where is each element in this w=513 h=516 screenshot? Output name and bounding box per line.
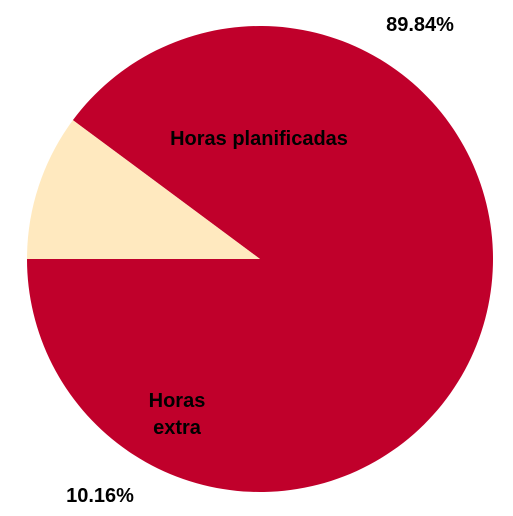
slice-value-horas-extra: 10.16% bbox=[66, 485, 134, 507]
slice-label-horas-extra: Horas extra bbox=[149, 390, 206, 439]
slice-label-horas-planificadas: Horas planificadas bbox=[170, 128, 348, 150]
slice-label-line: Horas bbox=[149, 390, 206, 412]
pie-slices bbox=[27, 26, 493, 493]
pie-slice-horas-planificadas bbox=[27, 26, 493, 493]
pie-slice-horas-extra bbox=[27, 120, 260, 259]
slice-label-line: extra bbox=[153, 417, 202, 439]
slice-value-horas-planificadas: 89.84% bbox=[386, 14, 454, 36]
